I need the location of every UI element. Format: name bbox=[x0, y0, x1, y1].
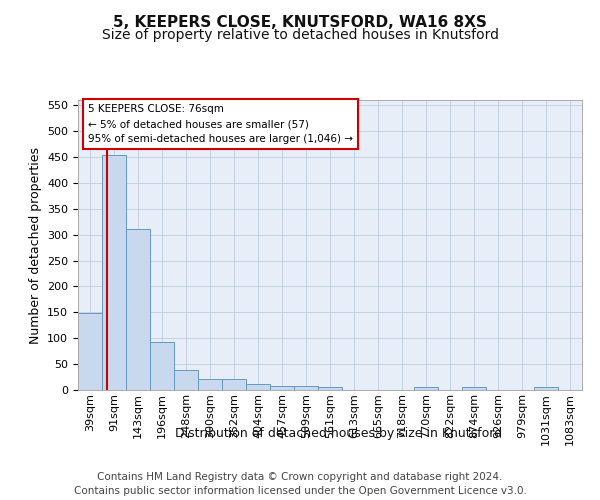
Bar bbox=[534, 388, 558, 390]
Text: 5 KEEPERS CLOSE: 76sqm
← 5% of detached houses are smaller (57)
95% of semi-deta: 5 KEEPERS CLOSE: 76sqm ← 5% of detached … bbox=[88, 104, 353, 144]
Bar bbox=[198, 379, 222, 390]
Bar bbox=[462, 388, 486, 390]
Bar bbox=[318, 388, 342, 390]
Bar bbox=[150, 342, 174, 390]
Bar bbox=[174, 370, 198, 390]
Bar bbox=[222, 378, 246, 390]
Text: Distribution of detached houses by size in Knutsford: Distribution of detached houses by size … bbox=[175, 428, 503, 440]
Text: 5, KEEPERS CLOSE, KNUTSFORD, WA16 8XS: 5, KEEPERS CLOSE, KNUTSFORD, WA16 8XS bbox=[113, 15, 487, 30]
Text: Contains HM Land Registry data © Crown copyright and database right 2024.: Contains HM Land Registry data © Crown c… bbox=[97, 472, 503, 482]
Bar bbox=[294, 386, 318, 390]
Bar bbox=[246, 384, 270, 390]
Bar bbox=[126, 229, 150, 390]
Text: Size of property relative to detached houses in Knutsford: Size of property relative to detached ho… bbox=[101, 28, 499, 42]
Bar bbox=[78, 314, 102, 390]
Y-axis label: Number of detached properties: Number of detached properties bbox=[29, 146, 41, 344]
Bar bbox=[414, 388, 438, 390]
Bar bbox=[102, 156, 126, 390]
Bar bbox=[270, 386, 294, 390]
Text: Contains public sector information licensed under the Open Government Licence v3: Contains public sector information licen… bbox=[74, 486, 526, 496]
